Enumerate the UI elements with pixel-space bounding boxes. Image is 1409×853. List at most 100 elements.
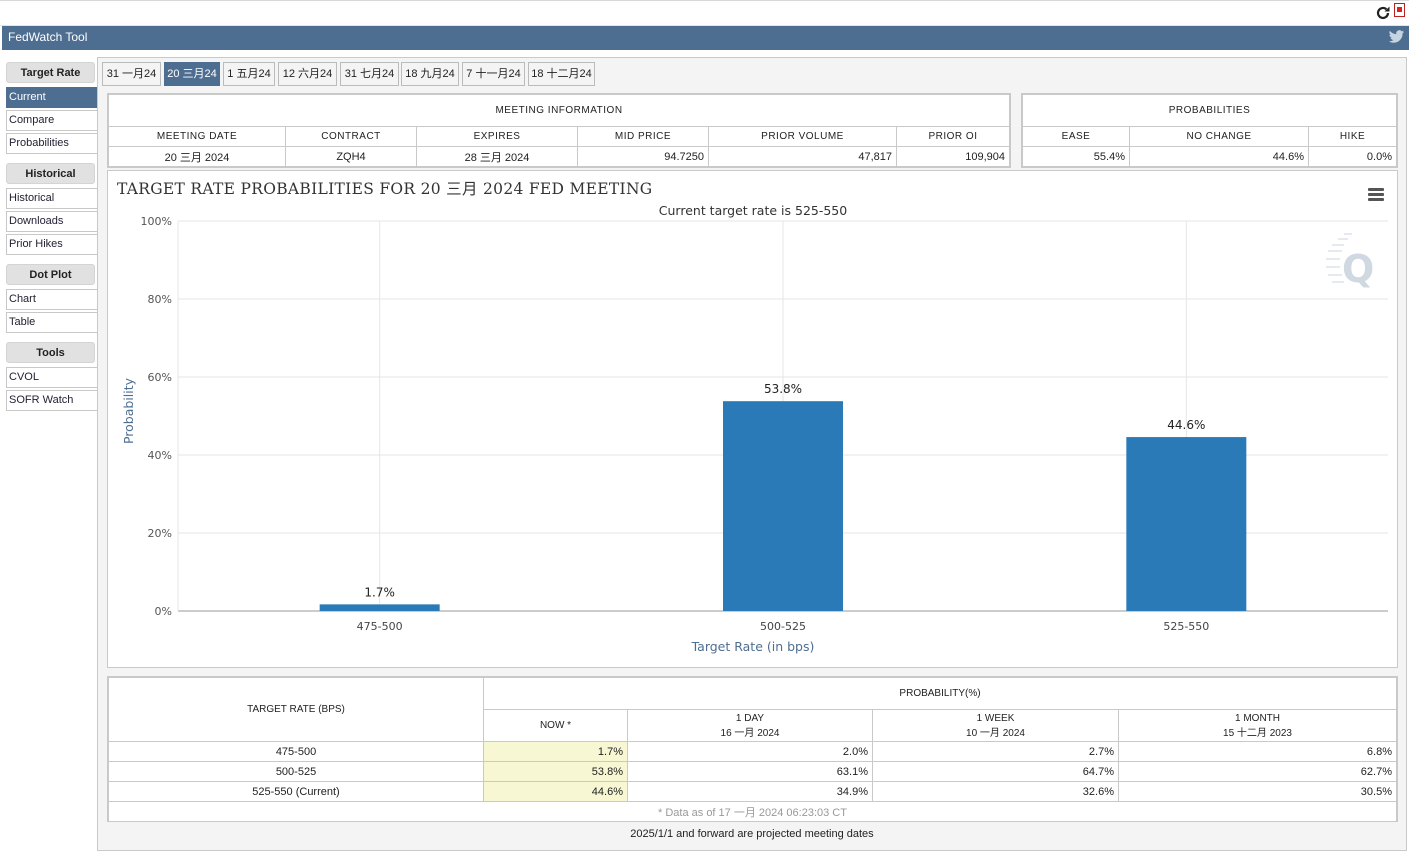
- sidebar-item-sofr-watch[interactable]: SOFR Watch: [6, 390, 98, 411]
- bar: [319, 604, 440, 611]
- month-cell: 30.5%: [1118, 781, 1397, 802]
- col-contract: CONTRACT: [285, 126, 417, 147]
- chart-title: TARGET RATE PROBABILITIES FOR 20 三月 2024…: [117, 180, 653, 198]
- col-expires: EXPIRES: [416, 126, 578, 147]
- hike-value: 0.0%: [1308, 146, 1397, 167]
- y-tick-label: 100%: [141, 215, 172, 228]
- y-tick-label: 60%: [148, 371, 172, 384]
- probabilities-heading: PROBABILITIES: [1022, 94, 1397, 127]
- now-cell: 53.8%: [483, 761, 628, 782]
- tab-meeting[interactable]: 20 三月24: [164, 62, 220, 86]
- sidebar-item-compare[interactable]: Compare: [6, 110, 98, 131]
- col-target-rate: TARGET RATE (BPS): [108, 677, 484, 742]
- col-1-month-label: 1 MONTH: [1235, 712, 1280, 724]
- probability-chart: 0% 20% 40% 60% 80% 100% 1.7% 475-500 53.8% 500-52…: [107, 170, 1398, 668]
- pdf-icon[interactable]: [1394, 3, 1405, 17]
- sidebar-heading-historical[interactable]: Historical: [6, 163, 95, 184]
- sidebar-heading-target-rate[interactable]: Target Rate: [6, 62, 95, 83]
- mid-price-value: 94.7250: [577, 146, 709, 167]
- projected-dates-note: 2025/1/1 and forward are projected meeti…: [630, 828, 874, 840]
- probabilities-panel: PROBABILITIES EASE NO CHANGE HIKE 55.4% …: [1021, 93, 1398, 168]
- week-cell: 64.7%: [872, 761, 1119, 782]
- sidebar-item-table[interactable]: Table: [6, 312, 98, 333]
- tab-meeting[interactable]: 18 十二月24: [528, 62, 595, 86]
- sidebar-nav: Target Rate Current Compare Probabilitie…: [6, 62, 98, 420]
- x-tick-label: 500-525: [760, 620, 806, 633]
- sidebar-item-probabilities[interactable]: Probabilities: [6, 133, 98, 154]
- month-cell: 62.7%: [1118, 761, 1397, 782]
- quandl-watermark-icon: Q: [1326, 233, 1374, 291]
- bar: [723, 401, 843, 611]
- tab-meeting[interactable]: 31 七月24: [340, 62, 399, 86]
- table-row: 475-500 1.7% 2.0% 2.7% 6.8%: [108, 741, 1397, 762]
- table-row: 500-525 53.8% 63.1% 64.7% 62.7%: [108, 761, 1397, 782]
- chart-canvas: 0% 20% 40% 60% 80% 100% 1.7% 475-500 53.8% 500-52…: [121, 203, 1388, 654]
- probability-table-panel: TARGET RATE (BPS) PROBABILITY(%) NOW * 1…: [107, 676, 1398, 822]
- tab-meeting[interactable]: 18 九月24: [401, 62, 459, 86]
- col-prior-oi: PRIOR OI: [896, 126, 1010, 147]
- col-1-week-label: 1 WEEK: [976, 712, 1015, 724]
- x-tick-label: 525-550: [1163, 620, 1209, 633]
- sidebar-heading-dot-plot[interactable]: Dot Plot: [6, 264, 95, 285]
- sidebar-heading-tools[interactable]: Tools: [6, 342, 95, 363]
- rate-cell: 475-500: [108, 741, 484, 762]
- day-cell: 34.9%: [627, 781, 873, 802]
- prior-oi-value: 109,904: [896, 146, 1010, 167]
- col-now-label: NOW *: [539, 720, 572, 731]
- meeting-date-value: 20 三月 2024: [108, 146, 286, 167]
- data-timestamp-note: * Data as of 17 一月 2024 06:23:03 CT: [108, 801, 1397, 822]
- meeting-info-heading: MEETING INFORMATION: [108, 94, 1010, 127]
- app-title: FedWatch Tool: [8, 30, 88, 44]
- tab-meeting[interactable]: 1 五月24: [223, 62, 275, 86]
- month-cell: 6.8%: [1118, 741, 1397, 762]
- prior-volume-value: 47,817: [708, 146, 897, 167]
- sidebar-item-prior-hikes[interactable]: Prior Hikes: [6, 234, 98, 255]
- y-tick-label: 20%: [148, 527, 172, 540]
- sidebar-item-cvol[interactable]: CVOL: [6, 367, 98, 388]
- no-change-value: 44.6%: [1129, 146, 1309, 167]
- rate-cell: 525-550 (Current): [108, 781, 484, 802]
- svg-text:Q: Q: [1342, 247, 1374, 291]
- sidebar-item-historical[interactable]: Historical: [6, 188, 98, 209]
- day-cell: 2.0%: [627, 741, 873, 762]
- main-panel: 31 一月24 20 三月24 1 五月24 12 六月24 31 七月24 1…: [97, 57, 1407, 851]
- chart-menu-icon[interactable]: [1368, 188, 1384, 202]
- data-label: 1.7%: [364, 585, 395, 599]
- col-1-day-label: 1 DAY: [735, 712, 765, 724]
- col-1-day: 1 DAY 16 一月 2024: [627, 709, 873, 742]
- tab-meeting[interactable]: 7 十一月24: [462, 62, 525, 86]
- y-tick-label: 40%: [148, 449, 172, 462]
- y-axis-title: Probability: [121, 377, 136, 444]
- col-1-week: 1 WEEK 10 一月 2024: [872, 709, 1119, 742]
- sidebar-item-downloads[interactable]: Downloads: [6, 211, 98, 232]
- col-1-month-date: 15 十二月 2023: [1223, 727, 1292, 739]
- browser-toolbar: [0, 0, 1409, 26]
- col-prior-volume: PRIOR VOLUME: [708, 126, 897, 147]
- col-1-day-date: 16 一月 2024: [720, 727, 780, 739]
- x-axis-title: Target Rate (in bps): [691, 639, 815, 654]
- meeting-info-panel: MEETING INFORMATION MEETING DATE CONTRAC…: [107, 93, 1011, 168]
- week-cell: 2.7%: [872, 741, 1119, 762]
- twitter-icon[interactable]: [1388, 30, 1405, 44]
- expires-value: 28 三月 2024: [416, 146, 578, 167]
- chart-subtitle: Current target rate is 525-550: [659, 203, 847, 218]
- sidebar-item-chart[interactable]: Chart: [6, 289, 98, 310]
- sidebar-group-historical: Historical Historical Downloads Prior Hi…: [6, 163, 98, 255]
- sidebar-group-target-rate: Target Rate Current Compare Probabilitie…: [6, 62, 98, 154]
- col-mid-price: MID PRICE: [577, 126, 709, 147]
- reload-icon[interactable]: [1374, 4, 1392, 22]
- data-label: 53.8%: [764, 382, 802, 396]
- col-now: NOW *: [483, 709, 628, 742]
- tab-meeting[interactable]: 31 一月24: [102, 62, 161, 86]
- sidebar-item-current[interactable]: Current: [6, 87, 98, 108]
- col-hike: HIKE: [1308, 126, 1397, 147]
- sidebar-group-tools: Tools CVOL SOFR Watch: [6, 342, 98, 411]
- week-cell: 32.6%: [872, 781, 1119, 802]
- contract-value: ZQH4: [285, 146, 417, 167]
- y-tick-label: 80%: [148, 293, 172, 306]
- now-cell: 44.6%: [483, 781, 628, 802]
- tab-meeting[interactable]: 12 六月24: [278, 62, 337, 86]
- col-ease: EASE: [1022, 126, 1130, 147]
- col-1-week-date: 10 一月 2024: [966, 727, 1025, 739]
- day-cell: 63.1%: [627, 761, 873, 782]
